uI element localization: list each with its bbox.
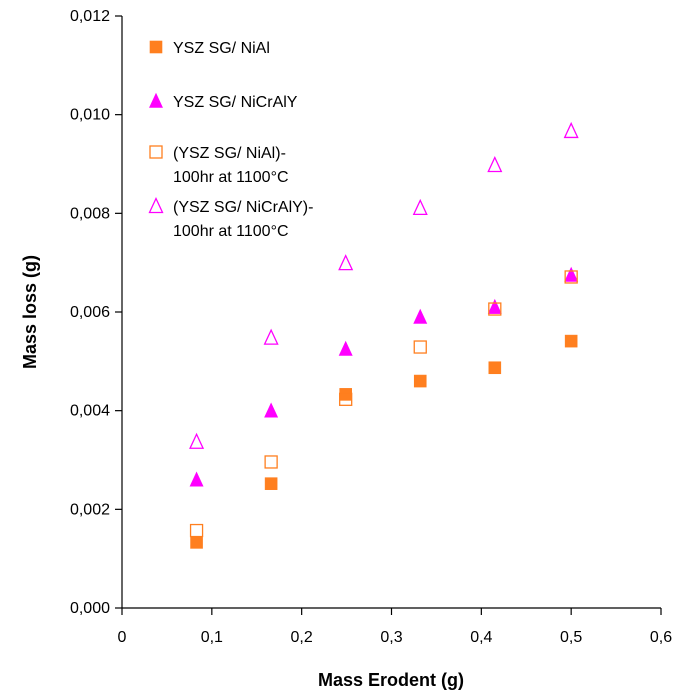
data-point (413, 308, 428, 324)
data-point (263, 328, 279, 345)
y-tick-label: 0,000 (70, 600, 110, 617)
data-point (189, 471, 204, 487)
data-point (564, 270, 578, 284)
data-point (189, 432, 205, 449)
legend: YSZ SG/ NiAl YSZ SG/ NiCrAlY (YSZ SG/ NiAl… (148, 40, 313, 240)
y-tick-label: 0,006 (70, 304, 110, 321)
data-point (488, 302, 502, 316)
x-tick-label: 0,2 (291, 629, 313, 646)
data-point (264, 402, 279, 418)
x-tick-label: 0,1 (201, 629, 223, 646)
legend-marker (149, 40, 163, 54)
legend-marker (149, 145, 163, 159)
data-point (413, 340, 427, 354)
data-points (189, 121, 579, 549)
legend-label: (YSZ SG/ NiAl)-100hr at 1100°C (173, 145, 289, 186)
y-tick-label: 0,002 (70, 501, 110, 518)
series-1 (190, 334, 578, 549)
x-tick-label: 0,3 (380, 629, 402, 646)
data-point (563, 121, 579, 139)
data-point (413, 374, 427, 388)
data-point (338, 340, 353, 356)
y-tick-label: 0,008 (70, 205, 110, 222)
data-point (412, 198, 428, 216)
data-point (338, 254, 354, 271)
legend-marker (149, 92, 163, 108)
x-tick-label: 0,5 (560, 629, 582, 646)
x-tick-label: 0,4 (470, 629, 492, 646)
y-tick-label: 0,004 (70, 403, 110, 420)
legend-label: YSZ SG/ NiCrAlY (173, 94, 298, 111)
series-4 (189, 121, 579, 449)
data-point (339, 392, 353, 406)
data-point (189, 523, 204, 538)
data-point (564, 334, 578, 348)
data-point (488, 361, 502, 375)
x-tick-label: 0,6 (650, 629, 672, 646)
y-ticks: 0,000 0,002 0,004 0,006 0,008 0,010 0,012 (70, 8, 122, 617)
data-point (264, 455, 278, 469)
data-point (339, 388, 352, 401)
legend-marker (148, 196, 164, 214)
legend-label: (YSZ SG/ NiCrAlY)-100hr at 1100°C (173, 199, 313, 240)
x-axis-title: Mass Erodent (g) (318, 670, 464, 690)
legend-label: YSZ SG/ NiAl (173, 40, 270, 57)
x-ticks: 0 0,1 0,2 0,3 0,4 0,5 0,6 (118, 608, 672, 646)
series-3 (189, 270, 578, 538)
data-point (564, 266, 579, 282)
data-point (487, 298, 502, 314)
y-tick-label: 0,010 (70, 107, 110, 124)
data-point (487, 155, 503, 173)
data-point (264, 477, 278, 490)
y-axis-title: Mass loss (g) (20, 255, 40, 369)
y-tick-label: 0,012 (70, 8, 110, 25)
data-point (190, 536, 203, 549)
x-tick-label: 0 (118, 629, 127, 646)
series-2 (189, 266, 579, 487)
